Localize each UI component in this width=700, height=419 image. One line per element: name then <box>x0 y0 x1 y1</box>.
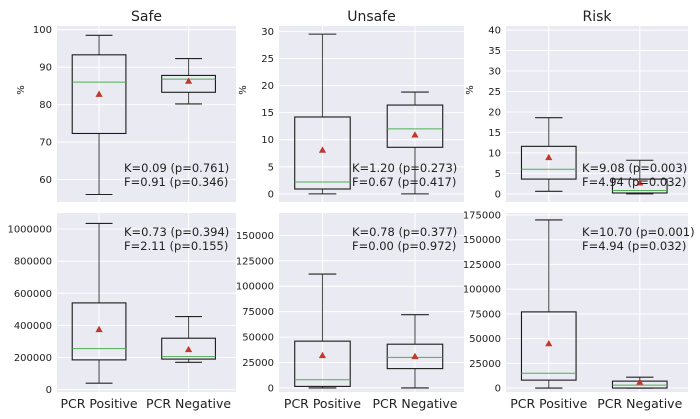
panel-3-annotation: K=9.08 (p=0.003) <box>582 161 687 175</box>
panel-4-xtick-label: PCR Negative <box>146 396 231 411</box>
panel-3-pcr-positive-mean-marker <box>545 153 553 161</box>
panel-6-pcr-positive-box <box>520 311 577 381</box>
panel-4-ytick-label: 0 <box>46 385 52 396</box>
panel-3-annotation: F=4.94 (p=0.032) <box>582 175 686 189</box>
panel-1-annotation: K=0.09 (p=0.761) <box>124 161 229 175</box>
panel-5-xtick-label: PCR Negative <box>372 396 457 411</box>
panel-5-pcr-positive-mean-marker <box>318 351 327 359</box>
panel-1-pcr-positive-box <box>71 54 127 135</box>
panel-6-ytick-label: 25000 <box>469 359 501 370</box>
panel-3-pcr-negative-mean-marker <box>636 179 644 186</box>
panel-3-ytick-label: 30 <box>488 67 501 78</box>
panel-3-ytick-label: 20 <box>488 107 501 118</box>
panel-6-ytick-label: 0 <box>495 384 501 395</box>
panel-4-ytick-label: 1000000 <box>7 225 52 236</box>
panel-3-background <box>506 26 688 202</box>
panel-1-pcr-negative-mean-marker <box>184 77 193 84</box>
panel-2-ylabel: % <box>238 85 249 95</box>
panel-2-ytick-label: 25 <box>261 54 274 65</box>
panel-3-ylabel: % <box>465 85 476 95</box>
panel-3-ytick-label: 10 <box>488 148 501 159</box>
panel-4-xtick-label: PCR Positive <box>61 396 138 411</box>
panel-2-title: Unsafe <box>347 9 396 25</box>
panel-4-pcr-positive-mean-marker <box>95 325 103 333</box>
panel-4-annotation: F=2.11 (p=0.155) <box>124 239 228 253</box>
panel-2-ytick-label: 20 <box>261 81 274 92</box>
panel-6-ytick-label: 100000 <box>463 285 501 296</box>
panel-2-ytick-label: 10 <box>261 135 274 146</box>
panel-1-ytick-label: 90 <box>39 63 52 74</box>
panel-2-background <box>279 26 464 202</box>
panel-5-annotation: K=0.78 (p=0.377) <box>352 225 457 239</box>
panel-5-ytick-label: 75000 <box>242 307 274 318</box>
panel-5-ytick-label: 25000 <box>242 358 274 369</box>
panel-3-ytick-label: 5 <box>495 169 501 180</box>
panel-4-ytick-label: 800000 <box>14 257 52 268</box>
panel-5-annotation: F=0.00 (p=0.972) <box>352 239 456 253</box>
panel-4-ytick-label: 400000 <box>14 321 52 332</box>
panel-5-pcr-negative-box <box>386 343 444 370</box>
panel-5-ytick-label: 150000 <box>236 231 274 242</box>
panel-6-background <box>506 213 688 392</box>
panel-4-ytick-label: 200000 <box>14 353 52 364</box>
panel-2-annotation: K=1.20 (p=0.273) <box>352 161 457 175</box>
panel-1-ytick-label: 100 <box>33 25 52 36</box>
panel-2-annotation: F=0.67 (p=0.417) <box>352 175 456 189</box>
panel-5-pcr-positive-box <box>294 340 351 387</box>
panel-1-pcr-negative-box <box>161 74 216 93</box>
panel-3-ytick-label: 25 <box>488 87 501 98</box>
panel-4-pcr-negative-mean-marker <box>184 345 193 353</box>
panel-2-ytick-label: 15 <box>261 108 274 119</box>
panel-5-ytick-label: 125000 <box>236 256 274 267</box>
panel-2-ytick-label: 30 <box>261 27 274 38</box>
panel-2-pcr-positive-box <box>294 116 351 190</box>
panel-2-pcr-negative-mean-marker <box>411 131 419 138</box>
panel-1-ytick-label: 60 <box>39 175 52 186</box>
panel-3-pcr-negative-box <box>611 178 668 194</box>
panel-5-ytick-label: 100000 <box>236 282 274 293</box>
panel-6-xtick-label: PCR Positive <box>510 396 587 411</box>
panel-2-pcr-positive-mean-marker <box>318 146 327 153</box>
panel-1-annotation: F=0.91 (p=0.346) <box>124 175 228 189</box>
panel-2-ytick-label: 0 <box>268 189 274 200</box>
panel-3-ytick-label: 15 <box>488 128 501 139</box>
panel-6-ytick-label: 125000 <box>463 260 501 271</box>
panel-1-pcr-positive-mean-marker <box>95 90 103 97</box>
panel-1-title: Safe <box>131 9 162 25</box>
panel-6-annotation: F=4.94 (p=0.032) <box>582 239 686 253</box>
panel-6-annotation: K=10.70 (p=0.001) <box>582 225 695 239</box>
panel-6-ytick-label: 175000 <box>463 210 501 221</box>
panel-2-pcr-negative-box <box>386 104 444 148</box>
panel-2-ytick-label: 5 <box>268 162 274 173</box>
panel-1-ylabel: % <box>16 85 27 95</box>
panel-3-ytick-label: 35 <box>488 46 501 57</box>
panel-6-ytick-label: 150000 <box>463 235 501 246</box>
panel-5-ytick-label: 0 <box>268 383 274 394</box>
panel-6-pcr-negative-mean-marker <box>636 378 644 385</box>
panel-6-pcr-positive-mean-marker <box>545 339 553 347</box>
panel-3-ytick-label: 0 <box>495 189 501 200</box>
panel-3-title: Risk <box>582 9 612 25</box>
panel-5-pcr-negative-mean-marker <box>411 352 419 360</box>
panel-4-pcr-negative-box <box>161 337 216 360</box>
panel-5-xtick-label: PCR Positive <box>284 396 361 411</box>
panel-4-ytick-label: 600000 <box>14 289 52 300</box>
panel-1-ytick-label: 70 <box>39 138 52 149</box>
panel-4-pcr-positive-box <box>71 302 127 361</box>
panel-4-annotation: K=0.73 (p=0.394) <box>124 225 229 239</box>
panel-6-ytick-label: 75000 <box>469 309 501 320</box>
panel-3-pcr-positive-box <box>520 145 577 180</box>
panel-1-ytick-label: 80 <box>39 100 52 111</box>
panel-6-ytick-label: 50000 <box>469 334 501 345</box>
panel-3-ytick-label: 40 <box>488 26 501 37</box>
panel-6-xtick-label: PCR Negative <box>597 396 682 411</box>
panel-5-ytick-label: 50000 <box>242 333 274 344</box>
